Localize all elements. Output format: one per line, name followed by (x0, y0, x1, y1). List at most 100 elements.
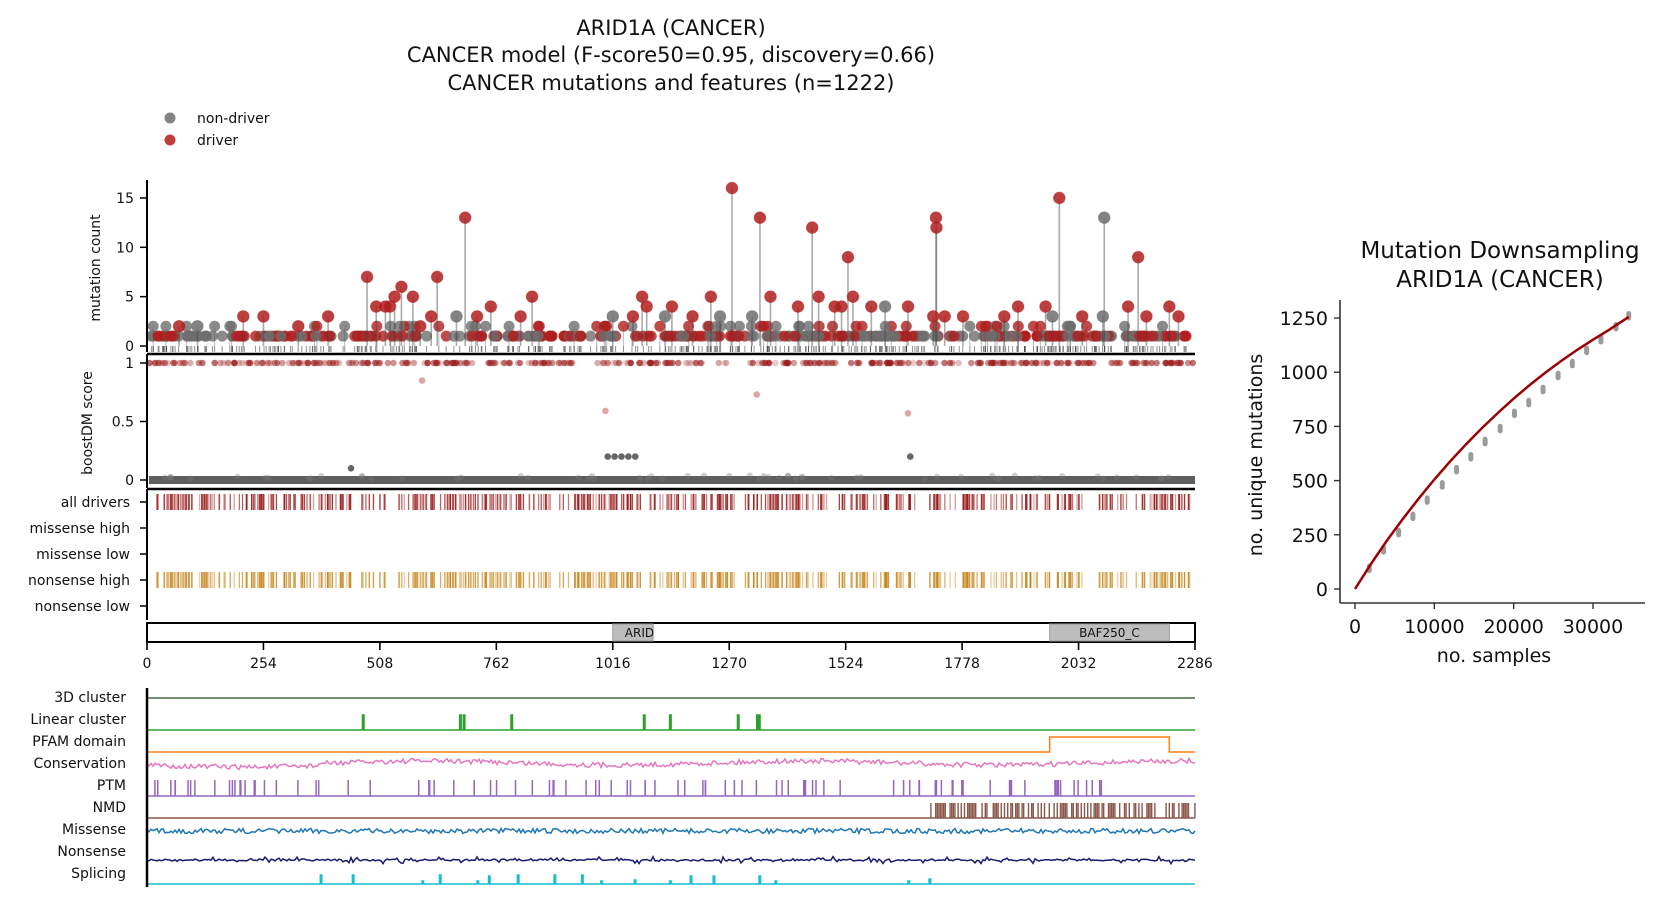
track-mark (272, 572, 275, 588)
track-mark (229, 572, 231, 588)
non-driver-score-point (756, 475, 763, 482)
track-mark (864, 572, 866, 588)
track-mark (293, 494, 295, 510)
track-mark (623, 494, 625, 510)
driver-point (1034, 320, 1046, 332)
track-mark (883, 494, 885, 510)
track-mark (179, 494, 182, 510)
driver-score-point (161, 359, 169, 367)
driver-score-point (486, 359, 493, 367)
track-mark (327, 494, 329, 510)
track-mark (817, 572, 820, 588)
track-mark (983, 494, 985, 510)
driver-point (805, 221, 819, 234)
track-mark (362, 572, 364, 588)
track-mark (499, 494, 501, 510)
track-mark (1183, 494, 1186, 510)
track-mark (843, 572, 845, 588)
track-mark (421, 494, 423, 510)
driver-point (779, 330, 791, 342)
track-mark (684, 494, 687, 510)
driver-score-point (1001, 359, 1008, 367)
track-mark (995, 494, 998, 510)
track-mark (710, 494, 712, 510)
driver-point (360, 270, 374, 284)
track-mark (562, 572, 564, 588)
track-mark (799, 572, 801, 588)
track-mark (449, 494, 451, 510)
track-mark (908, 572, 910, 588)
driver-score-point (235, 359, 243, 367)
non-driver-point (385, 320, 397, 332)
driver-score-point (1108, 359, 1115, 367)
track-mark (326, 494, 329, 510)
track-mark (971, 494, 973, 510)
track-mark (329, 572, 331, 588)
track-mark (505, 494, 507, 510)
track-mark (966, 572, 969, 588)
driver-score-point (464, 359, 471, 367)
driver-score-point (489, 359, 496, 367)
driver-score-point (627, 359, 634, 367)
track-mark (1189, 572, 1191, 588)
driver-point (324, 330, 336, 342)
track-mark (788, 572, 790, 588)
track-mark (283, 494, 285, 510)
non-driver-point (931, 330, 943, 342)
track-mark (474, 494, 476, 510)
driver-score-point (1134, 359, 1141, 367)
track-mark (1189, 494, 1191, 510)
track-mark (329, 572, 332, 588)
track-mark (851, 494, 853, 510)
track-mark (1026, 572, 1028, 588)
track-mark (469, 494, 472, 510)
track-mark (639, 494, 641, 510)
track-mark (455, 494, 457, 510)
non-driver-point (803, 320, 815, 332)
driver-score-point (448, 359, 455, 367)
driver-score-point (872, 359, 880, 367)
track-mark (1057, 572, 1059, 588)
track-mark (588, 494, 590, 510)
track-mark (1104, 494, 1106, 510)
track-mark (744, 494, 747, 510)
track-mark (417, 494, 419, 510)
driver-point (466, 330, 478, 342)
non-driver-score-outlier (611, 453, 618, 460)
non-driver-score-point (1094, 473, 1101, 480)
driver-point (1139, 330, 1151, 342)
track-mark (329, 494, 331, 510)
driver-point (693, 330, 705, 342)
track-mark (838, 572, 841, 588)
track-mark (448, 572, 450, 588)
track-mark (289, 494, 291, 510)
track-mark (1030, 572, 1032, 588)
track-mark (639, 572, 641, 588)
track-mark (859, 572, 861, 588)
track-mark (935, 572, 937, 588)
driver-point (533, 320, 545, 332)
track-mark (720, 494, 722, 510)
track-mark (1174, 572, 1177, 588)
driver-score-point (697, 359, 704, 367)
track-mark (603, 494, 605, 510)
driver-score-point (968, 359, 975, 367)
track-mark (324, 494, 326, 510)
driver-score-point (152, 359, 159, 367)
non-driver-point (1003, 330, 1015, 342)
track-mark (182, 572, 185, 588)
track-mark (326, 572, 329, 588)
track-mark (489, 494, 491, 510)
driver-score-point (531, 359, 539, 367)
track-mark (207, 572, 209, 588)
non-driver-score-point (517, 472, 524, 479)
driver-score-point (443, 359, 451, 367)
track-mark (293, 494, 295, 510)
track-mark (584, 572, 586, 588)
track-mark (460, 494, 462, 510)
track-mark (823, 494, 825, 510)
driver-score-point (352, 359, 360, 367)
track-mark (261, 494, 263, 510)
driver-score-point (1083, 359, 1090, 367)
track-mark (497, 572, 499, 588)
